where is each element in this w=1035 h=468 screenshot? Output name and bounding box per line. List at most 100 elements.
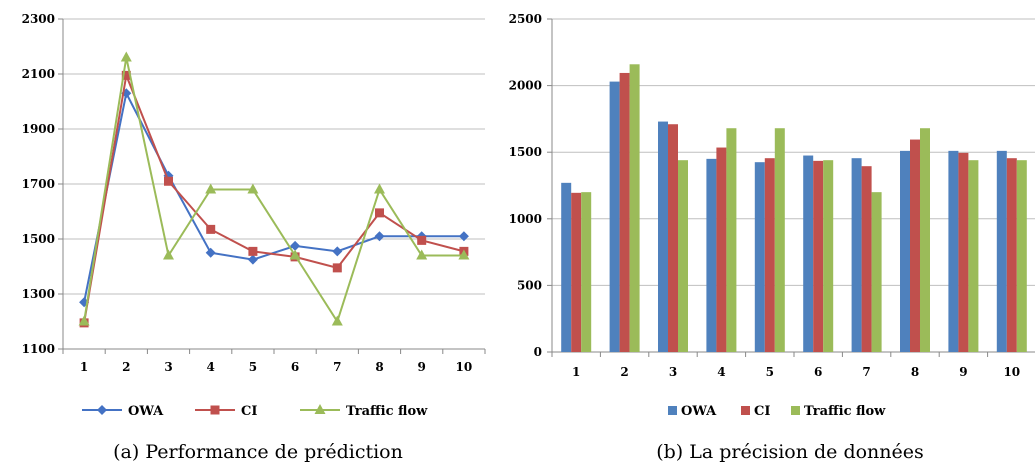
bar-traffic-flow: [581, 192, 592, 352]
bar-traffic-flow: [920, 128, 930, 352]
y-tick-label-b: 2000: [509, 79, 542, 93]
bar-owa: [948, 150, 959, 352]
y-tick-label-b: 0: [534, 345, 542, 359]
data-point-traffic-flow: [416, 249, 428, 260]
x-tick-label-a: 8: [375, 360, 383, 374]
y-tick-label-a: 2100: [22, 67, 55, 81]
data-point-owa: [332, 246, 343, 257]
x-tick-label-b: 1: [572, 365, 580, 379]
bar-owa: [900, 150, 910, 352]
y-tick-label-b: 2500: [509, 12, 542, 26]
bar-traffic-flow: [1016, 160, 1027, 352]
data-point-traffic-flow: [120, 51, 132, 62]
legend-label-a: OWA: [128, 404, 164, 419]
series-line-owa: [83, 90, 464, 303]
x-tick-label-b: 7: [862, 365, 870, 379]
bar-owa: [561, 182, 572, 352]
bar-traffic-flow: [629, 64, 640, 353]
bar-ci: [619, 72, 630, 353]
legend-label-a: Traffic flow: [346, 404, 428, 419]
bar-ci: [813, 160, 824, 352]
data-point-traffic-flow: [458, 249, 470, 260]
y-tick-label-a: 2300: [22, 12, 55, 26]
bar-traffic-flow: [774, 128, 785, 352]
caption-b: (b) La précision de données: [656, 441, 924, 463]
bar-owa: [996, 150, 1007, 352]
data-point-traffic-flow: [205, 183, 217, 194]
x-tick-label-a: 4: [207, 360, 215, 374]
data-point-owa: [247, 254, 258, 265]
bar-ci: [571, 192, 582, 352]
x-tick-label-b: 9: [959, 365, 967, 379]
data-point-traffic-flow: [78, 315, 90, 326]
bar-traffic-flow: [871, 192, 882, 352]
data-point-traffic-flow: [247, 183, 259, 194]
x-tick-label-a: 10: [456, 360, 473, 374]
bar-owa: [851, 158, 862, 352]
legend-marker-a: [314, 404, 326, 414]
y-tick-label-b: 1000: [509, 212, 542, 226]
bar-ci: [716, 147, 727, 352]
y-tick-label-a: 1900: [22, 122, 55, 136]
series-line-traffic-flow: [83, 57, 464, 324]
data-point-traffic-flow: [331, 315, 343, 326]
x-tick-label-b: 8: [911, 365, 919, 379]
legend-swatch-b: [668, 406, 677, 415]
line-chart-performance: 1100 1300 1500 1700 1900 2100 2300 1 2 3 4 5 6 7 8 9 10 O…: [22, 12, 486, 419]
data-point-owa: [458, 231, 469, 242]
x-tick-label-b: 4: [717, 365, 725, 379]
x-tick-label-a: 9: [418, 360, 426, 374]
bar-traffic-flow: [726, 128, 737, 352]
y-tick-label-a: 1100: [22, 342, 55, 356]
bar-owa: [706, 158, 717, 352]
legend-marker-a: [210, 405, 220, 415]
legend-marker-a: [97, 405, 107, 415]
data-point-owa: [290, 240, 301, 251]
bar-owa: [609, 81, 620, 352]
caption-a: (a) Performance de prédiction: [113, 441, 403, 463]
bar-ci: [764, 158, 775, 352]
y-tick-label-b: 1500: [509, 145, 542, 159]
x-tick-label-b: 5: [766, 365, 774, 379]
bar-owa: [754, 162, 765, 352]
bar-owa: [658, 121, 668, 353]
bar-traffic-flow: [678, 160, 688, 352]
y-tick-label-b: 500: [517, 278, 542, 292]
legend-label-b: OWA: [681, 404, 717, 419]
bar-ci: [861, 166, 872, 352]
x-tick-label-b: 6: [814, 365, 822, 379]
data-point-ci: [248, 246, 258, 256]
x-tick-label-a: 7: [333, 360, 341, 374]
x-tick-label-a: 5: [249, 360, 257, 374]
y-tick-label-a: 1500: [22, 232, 55, 246]
data-point-owa: [205, 247, 216, 258]
bar-traffic-flow: [823, 160, 834, 352]
data-point-ci: [332, 263, 342, 273]
data-point-ci: [375, 208, 384, 218]
data-point-traffic-flow: [289, 249, 301, 260]
data-point-ci: [206, 224, 216, 234]
data-point-ci: [164, 176, 173, 186]
data-point-traffic-flow: [163, 249, 174, 260]
x-tick-label-a: 3: [164, 360, 172, 374]
data-point-ci: [121, 70, 131, 80]
bar-chart-precision: 0 500 1000 1500 2000 2500 1 2 3 4 5 6 7 8 9 10 OWA CI Traf…: [509, 12, 1035, 419]
bar-ci: [910, 139, 920, 352]
x-tick-label-b: 10: [1003, 365, 1020, 379]
x-tick-label-b: 3: [669, 365, 677, 379]
y-tick-label-a: 1300: [22, 287, 55, 301]
bar-traffic-flow: [968, 160, 979, 352]
legend-swatch-b: [741, 406, 750, 415]
bar-ci: [958, 152, 969, 352]
x-tick-label-b: 2: [620, 365, 628, 379]
legend-label-b: CI: [754, 404, 770, 419]
bar-ci: [668, 124, 678, 352]
series-line-ci: [83, 71, 465, 324]
x-tick-label-a: 1: [80, 360, 88, 374]
data-point-traffic-flow: [374, 183, 385, 194]
x-tick-label-a: 6: [291, 360, 299, 374]
legend-label-b: Traffic flow: [804, 404, 886, 419]
data-point-owa: [374, 231, 385, 242]
bar-owa: [803, 155, 814, 352]
